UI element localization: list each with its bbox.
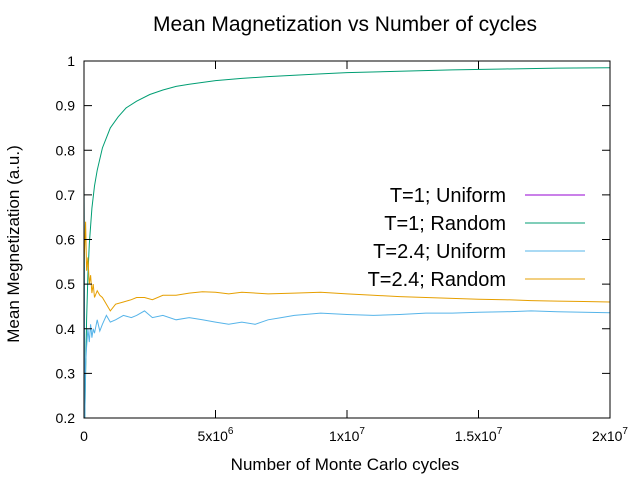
legend-label: T=2.4; Uniform bbox=[373, 241, 506, 263]
x-tick-label: 1x107 bbox=[329, 426, 365, 444]
y-tick-label: 0.8 bbox=[56, 142, 76, 158]
series-line-4 bbox=[83, 221, 611, 312]
legend: T=1; Uniform T=1; Random T=2.4; Uniform T=2… bbox=[368, 185, 585, 291]
y-tick-label: 0.3 bbox=[56, 365, 76, 381]
x-tick-label: 2x107 bbox=[592, 426, 628, 444]
x-tick-label: 0 bbox=[80, 428, 88, 444]
y-tick-label: 0.4 bbox=[56, 321, 76, 337]
y-tick-label: 1 bbox=[67, 53, 75, 69]
x-axis-label: Number of Monte Carlo cycles bbox=[231, 455, 460, 474]
plot-frame bbox=[83, 60, 611, 419]
legend-label: T=1; Random bbox=[384, 213, 506, 235]
y-tick-label: 0.5 bbox=[56, 276, 76, 292]
series-line-3 bbox=[83, 185, 611, 419]
legend-label: T=2.4; Random bbox=[368, 269, 506, 291]
y-tick-label: 0.2 bbox=[56, 410, 76, 426]
legend-label: T=1; Uniform bbox=[390, 185, 506, 207]
y-tick-label: 0.9 bbox=[56, 98, 76, 114]
series-line-2 bbox=[83, 67, 611, 419]
y-tick-label: 0.6 bbox=[56, 232, 76, 248]
x-tick-label: 1.5x107 bbox=[455, 426, 503, 444]
x-tick-label: 5x106 bbox=[198, 426, 234, 444]
y-tick-label: 0.7 bbox=[56, 187, 76, 203]
series-layer bbox=[83, 60, 611, 419]
y-axis-label: Mean Megnetization (a.u.) bbox=[4, 145, 23, 343]
chart-title: Mean Magnetization vs Number of cycles bbox=[153, 13, 537, 36]
tick-layer: 0.2 0.3 0.4 0.5 0.6 0.7 0.8 0.9 1 0 5x106 1x107 1.5x… bbox=[56, 53, 629, 444]
